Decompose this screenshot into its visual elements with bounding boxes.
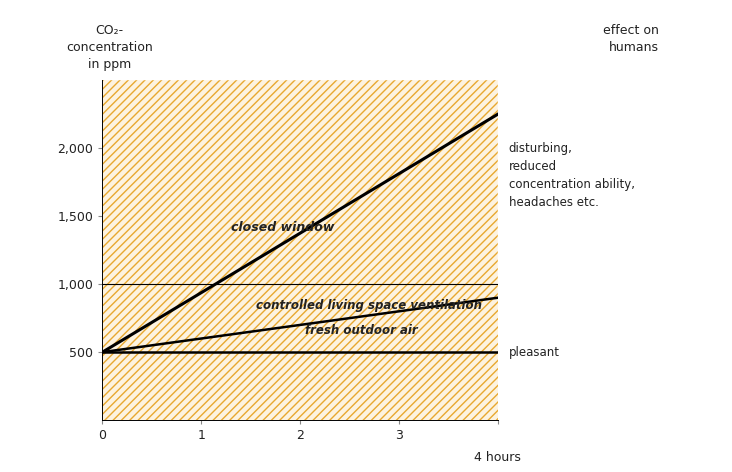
Text: disturbing,
reduced
concentration ability,
headaches etc.: disturbing, reduced concentration abilit… [509,142,635,209]
Text: fresh outdoor air: fresh outdoor air [305,324,418,337]
Text: closed window: closed window [231,220,335,234]
Text: effect on
humans: effect on humans [603,24,659,54]
Text: pleasant: pleasant [509,346,560,359]
Polygon shape [102,298,498,352]
Polygon shape [102,352,498,420]
Polygon shape [102,114,498,352]
Text: controlled living space ventilation: controlled living space ventilation [255,299,482,312]
Polygon shape [102,80,498,352]
Text: 4 hours: 4 hours [474,451,521,464]
Text: CO₂-
concentration
in ppm: CO₂- concentration in ppm [67,24,153,71]
